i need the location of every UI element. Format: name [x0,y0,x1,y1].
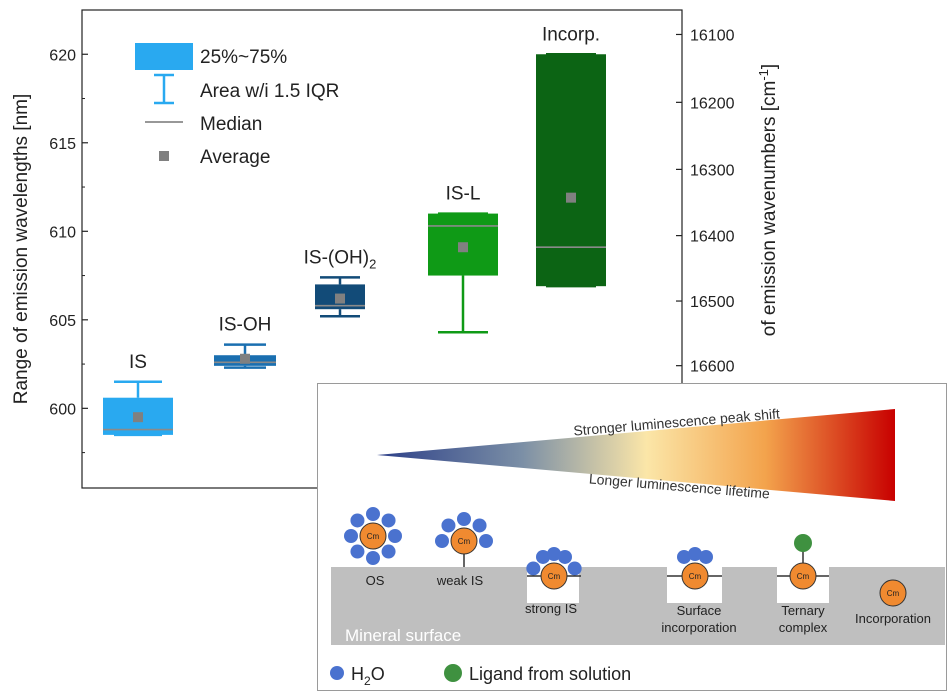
cm-ion-label: Cm [367,532,380,541]
water-molecule [350,544,365,559]
species-os: Cm OS [344,507,402,588]
cm-ion [540,562,568,590]
y-tick-label-right: 16100 [690,27,735,44]
iqr-box [536,54,606,287]
species-incorporation: Cm Incorporation [855,579,931,626]
species-surface-incorporation: Cm Surface incorporation [661,547,737,635]
y-tick-label-left: 600 [49,401,76,418]
water-molecule [547,547,561,561]
y-tick-label-right: 16600 [690,359,735,376]
water-molecule [344,529,358,543]
water-legend-icon [330,666,344,680]
water-molecule [381,544,396,559]
category-label: IS-(OH)2 [304,247,377,271]
species-strong-is: Cm strong IS [525,547,582,616]
water-molecule [567,561,582,576]
cm-ion-label: Cm [548,572,561,581]
mineral-surface-label: Mineral surface [345,626,461,645]
water-molecule [441,518,456,533]
y-tick-label-right: 16200 [690,95,735,112]
inset-schematic: Stronger luminescence peak shift Longer … [317,383,947,691]
y-tick-label-right: 16500 [690,294,735,311]
y-axis-label-right: of emission wavenumbers [cm-1] [756,64,780,336]
cm-ion [450,527,478,555]
gradient-wedge [377,409,895,501]
mean-marker [240,353,250,364]
water-molecule [526,561,541,576]
box-1: IS [103,352,173,437]
y-tick-label-right: 16300 [690,162,735,179]
legend-average-swatch [159,151,169,161]
legend-box-label: 25%~75% [200,47,287,68]
ligand-legend-icon [444,664,462,682]
box-4: IS-L [428,184,498,334]
category-label: IS-OH [219,315,272,336]
species-label: Incorporation [855,611,931,626]
species-label: Surface [677,603,722,618]
y-tick-label-left: 605 [49,313,76,330]
water-molecule [536,549,550,564]
water-molecule [677,549,691,564]
y-axis-label-left: Range of emission wavelengths [nm] [11,94,32,405]
water-molecule [479,534,493,548]
mean-marker [335,293,345,304]
box-5: Incorp. [536,24,606,288]
water-legend-label: H2O [351,664,385,688]
y-tick-label-left: 610 [49,224,76,241]
ligand-legend-label: Ligand from solution [469,664,631,684]
species-ternary-complex: Cm Ternary complex [777,534,829,635]
species-label: strong IS [525,601,577,616]
water-molecule [457,512,471,526]
mean-marker [566,192,576,203]
y-tick-label-right: 16400 [690,229,735,246]
water-molecule [388,529,402,543]
surface-species: Cm OS Cm weak IS Cm strong IS Cm Surface incorpo… [344,507,931,635]
cm-ion [359,522,387,550]
water-molecule [472,518,487,533]
water-molecule [699,549,713,564]
cm-ion-label: Cm [689,572,702,581]
cm-ion-label: Cm [887,589,900,598]
category-label: IS [129,352,147,373]
species-weak-is: Cm weak IS [435,512,493,588]
water-molecule [688,547,702,561]
cm-ion [789,562,817,590]
left-axis: 600 605 610 615 620 [49,9,88,454]
box-3: IS-(OH)2 [304,247,377,318]
species-label: incorporation [661,620,736,635]
species-label: Ternary [781,603,825,618]
legend-median-label: Median [200,114,262,135]
right-axis: 16100 16200 16300 16400 16500 16600 [676,27,735,376]
mineral-surface [331,567,945,645]
legend-average-label: Average [200,147,270,168]
box-2: IS-OH [214,315,276,369]
legend-whisker-swatch [154,73,174,105]
species-label: weak IS [436,573,484,588]
y-tick-label-left: 620 [49,47,76,64]
category-label: Incorp. [542,24,600,45]
cm-ion [681,562,709,590]
ligand-molecule [794,534,812,552]
water-molecule [435,534,449,548]
water-molecule [366,551,380,565]
cm-ion [879,579,907,607]
category-label: IS-L [446,184,481,205]
cm-ion-label: Cm [458,537,471,546]
legend-box-swatch [135,43,193,70]
box-series: IS IS-OH IS-(OH)2 IS-L Incorp. [103,24,606,437]
water-molecule [558,549,572,564]
water-molecule [366,507,380,521]
y-tick-label-left: 615 [49,136,76,153]
legend: 25%~75% Area w/i 1.5 IQR Median Average [135,43,339,168]
water-molecule [381,513,396,528]
mean-marker [133,412,143,423]
cm-ion-label: Cm [797,572,810,581]
species-label: complex [779,620,828,635]
mean-marker [458,242,468,253]
water-molecule [350,513,365,528]
legend-whisker-label: Area w/i 1.5 IQR [200,81,339,102]
species-label: OS [366,573,385,588]
